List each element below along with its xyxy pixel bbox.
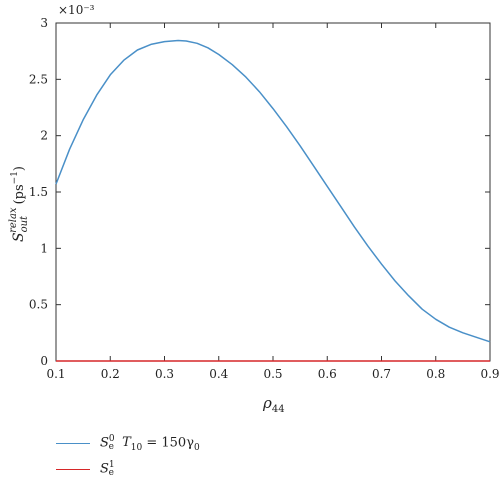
x-tick-label: 0.2 (101, 367, 120, 381)
legend-label-series-1: S1e (100, 459, 115, 479)
x-tick-label: 0.9 (480, 367, 499, 381)
legend-swatch-series-1 (56, 468, 90, 470)
series-line-0 (55, 39, 491, 343)
legend-item-series-1: S1e (56, 456, 200, 482)
y-tick-label: 1.5 (29, 185, 48, 199)
y-axis-label: Soutrelax (ps−1) (8, 166, 30, 242)
x-tick-label: 0.3 (155, 367, 174, 381)
x-tick-label: 0.1 (46, 367, 65, 381)
y-axis-ticks: 0 0.5 1 1.5 2 2.5 3 (29, 16, 490, 368)
y-tick-label: 2.5 (29, 72, 48, 86)
series-layer (55, 39, 491, 362)
x-tick-label: 0.4 (209, 367, 228, 381)
x-axis-ticks: 0.1 0.2 0.3 0.4 0.5 0.6 0.7 0.8 0.9 (46, 23, 500, 381)
y-axis-label-unit-exp: −1 (10, 171, 20, 184)
legend-item-series-0: S0e T10 = 150γ0 (56, 430, 200, 456)
chart: 0.1 0.2 0.3 0.4 0.5 0.6 0.7 0.8 0.9 0 0.5 1 1.5 2 2.5… (8, 3, 500, 415)
y-axis-label-unit-close: ) (12, 166, 27, 171)
y-tick-label: 0.5 (29, 298, 48, 312)
x-tick-label: 0.6 (318, 367, 337, 381)
svg-text:Soutrelax(ps−1): Soutrelax (ps−1) (8, 166, 30, 242)
x-axis-label-sub: 44 (272, 404, 285, 415)
x-tick-label: 0.5 (263, 367, 282, 381)
legend-label-series-0: S0e T10 = 150γ0 (100, 433, 200, 453)
y-axis-label-sup: relax (8, 207, 19, 233)
x-tick-label: 0.8 (426, 367, 445, 381)
y-tick-label: 3 (40, 16, 48, 30)
y-tick-label: 0 (40, 354, 48, 368)
legend-swatch-series-0 (56, 442, 90, 444)
y-tick-label: 2 (40, 129, 48, 143)
x-axis-label-rho: ρ (262, 394, 272, 412)
y-axis-multiplier: ×10⁻³ (58, 3, 95, 17)
x-tick-label: 0.7 (372, 367, 391, 381)
y-tick-label: 1 (40, 241, 48, 255)
y-axis-label-unit: (ps (12, 184, 27, 204)
y-axis-label-s: S (11, 232, 27, 242)
y-axis-label-sub: out (19, 215, 30, 232)
legend: S0e T10 = 150γ0 S1e (56, 430, 200, 482)
x-axis-label: ρ44 (262, 394, 285, 415)
